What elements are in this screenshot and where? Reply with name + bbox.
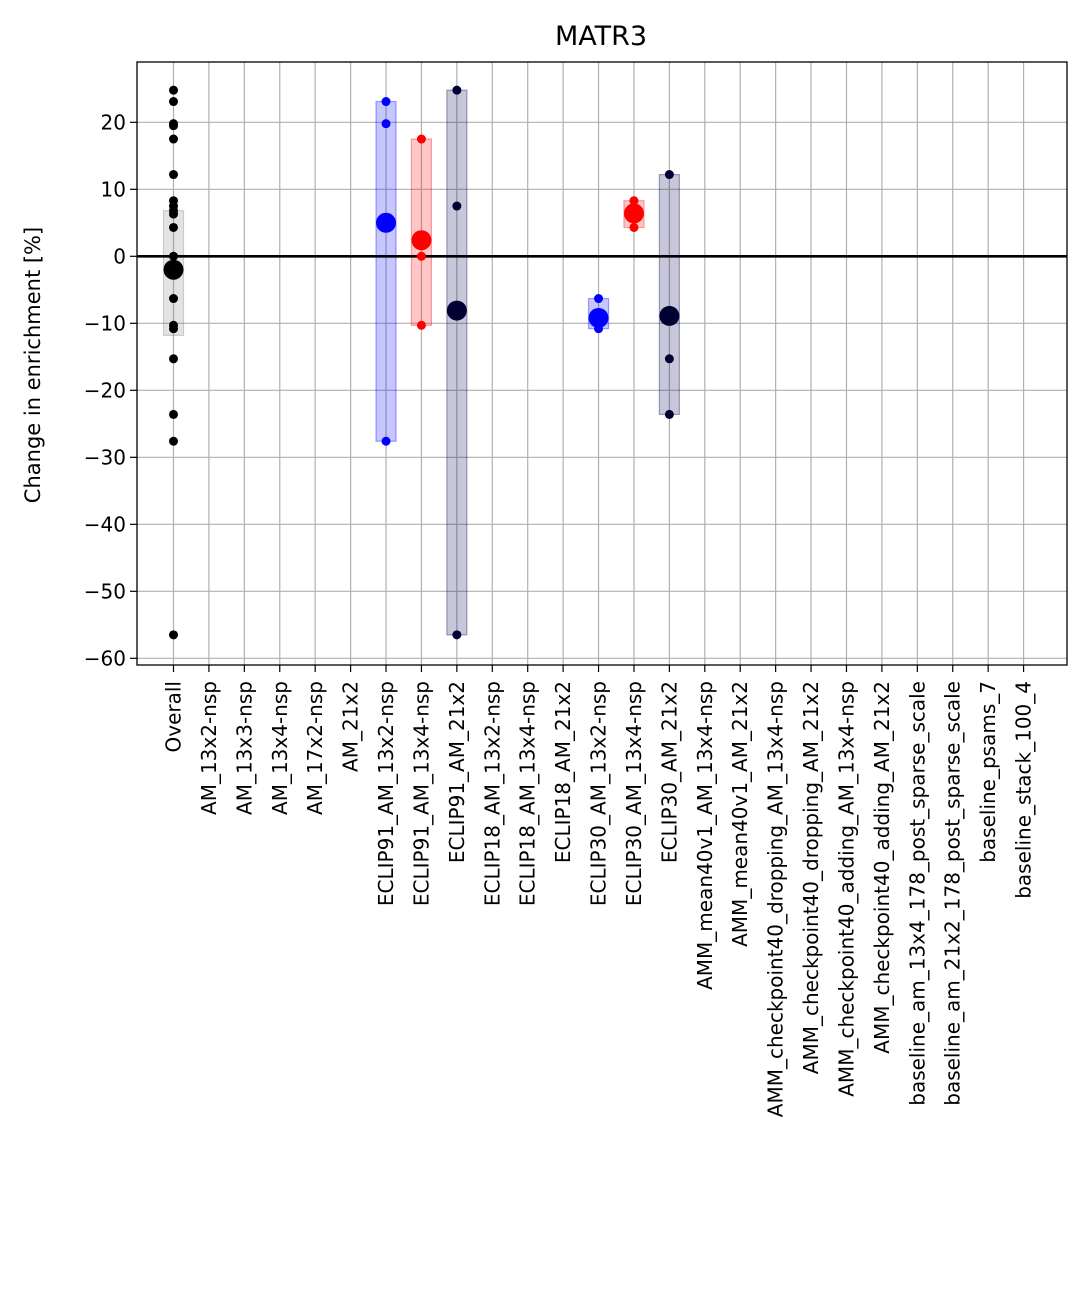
data-point	[452, 85, 462, 95]
y-tick-label: −60	[84, 646, 126, 670]
data-point	[169, 209, 178, 219]
mean-marker	[659, 305, 680, 326]
data-point	[416, 251, 426, 261]
x-tick-label: ECLIP30_AM_13x4-nsp	[622, 681, 646, 906]
data-point	[416, 134, 426, 144]
y-tick-label: −40	[84, 512, 126, 536]
x-tick-label: AMM_checkpoint40_adding_AM_13x4-nsp	[834, 681, 858, 1097]
x-tick-label: AM_17x2-nsp	[303, 681, 327, 815]
x-tick-label: ECLIP18_AM_13x4-nsp	[516, 681, 540, 906]
range-box	[375, 100, 397, 442]
point-layer	[163, 85, 680, 640]
data-point	[169, 324, 178, 334]
chart-title: MATR3	[555, 21, 647, 52]
x-tick-label: AM_13x4-nsp	[268, 681, 292, 815]
data-point	[664, 354, 674, 364]
x-tick-label: ECLIP30_AM_13x2-nsp	[587, 681, 611, 906]
mean-marker	[623, 203, 644, 224]
data-point	[381, 436, 391, 446]
data-point	[169, 222, 178, 232]
data-point	[169, 170, 178, 180]
x-tick-label: AMM_mean40v1_AM_21x2	[728, 681, 752, 947]
x-tick-label: ECLIP18_AM_21x2	[551, 681, 575, 863]
y-tick-label: 20	[101, 110, 126, 134]
mean-marker	[588, 307, 609, 328]
x-tick-label: AMM_mean40v1_AM_13x4-nsp	[693, 681, 717, 990]
mean-marker	[376, 212, 397, 233]
data-point	[452, 630, 462, 640]
y-tick-label: −30	[84, 445, 126, 469]
mean-marker	[411, 230, 432, 251]
y-tick-label: −20	[84, 378, 126, 402]
data-point	[664, 409, 674, 419]
x-tick-label: baseline_stack_100_4	[1012, 681, 1036, 899]
x-tick-label: AMM_checkpoint40_adding_AM_21x2	[870, 681, 894, 1054]
data-point	[452, 201, 462, 211]
x-tick-label: AMM_checkpoint40_dropping_AM_13x4-nsp	[764, 681, 788, 1117]
data-point	[169, 134, 178, 144]
y-tick-label: 10	[101, 177, 126, 201]
data-point	[169, 409, 178, 419]
x-tick-label: AM_13x2-nsp	[197, 681, 221, 815]
mean-marker	[446, 300, 467, 321]
x-tick-label: baseline_am_21x2_178_post_sparse_scale	[941, 681, 965, 1106]
data-point	[169, 97, 178, 107]
x-tick-label: ECLIP18_AM_13x2-nsp	[480, 681, 504, 906]
data-point	[169, 251, 178, 261]
data-point	[169, 121, 178, 131]
x-tick-label: AM_13x3-nsp	[232, 681, 256, 815]
y-axis-label: Change in enrichment [%]	[21, 227, 45, 503]
x-tick-label: ECLIP91_AM_13x4-nsp	[409, 681, 433, 906]
y-tick-label: −10	[84, 311, 126, 335]
y-tick-label: −50	[84, 579, 126, 603]
x-tick-label: AM_21x2	[339, 681, 363, 772]
x-tick-label: ECLIP91_AM_21x2	[445, 681, 469, 863]
data-point	[169, 294, 178, 304]
data-point	[169, 630, 178, 640]
data-point	[664, 170, 674, 180]
data-point	[629, 196, 639, 206]
x-tick-label: ECLIP30_AM_21x2	[657, 681, 681, 863]
plot-area-frame	[136, 61, 1068, 666]
range-box-layer	[162, 89, 680, 636]
x-tick-label: baseline_am_13x4_178_post_sparse_scale	[905, 681, 929, 1106]
data-point	[381, 97, 391, 107]
range-box	[446, 89, 468, 636]
y-tick-label: 0	[113, 244, 126, 268]
data-point	[169, 85, 178, 95]
data-point	[169, 436, 178, 446]
data-point	[594, 294, 604, 304]
mean-marker	[163, 259, 184, 280]
data-point	[416, 320, 426, 330]
x-tick-label: AMM_checkpoint40_dropping_AM_21x2	[799, 681, 823, 1074]
data-point	[381, 119, 391, 129]
y-axis-ticks: 20 10 0 −10 −20 −30 −40 −50 −60	[84, 110, 137, 670]
grid-layer	[137, 62, 1067, 665]
x-axis-ticks: Overall AM_13x2-nsp AM_13x3-nsp AM_13x4-nsp…	[162, 665, 1036, 1117]
x-tick-label: baseline_psams_7	[976, 681, 1000, 863]
data-point	[629, 222, 639, 232]
x-tick-label: Overall	[162, 681, 186, 752]
x-tick-label: ECLIP91_AM_13x2-nsp	[374, 681, 398, 906]
range-box	[658, 173, 680, 416]
data-point	[169, 354, 178, 364]
